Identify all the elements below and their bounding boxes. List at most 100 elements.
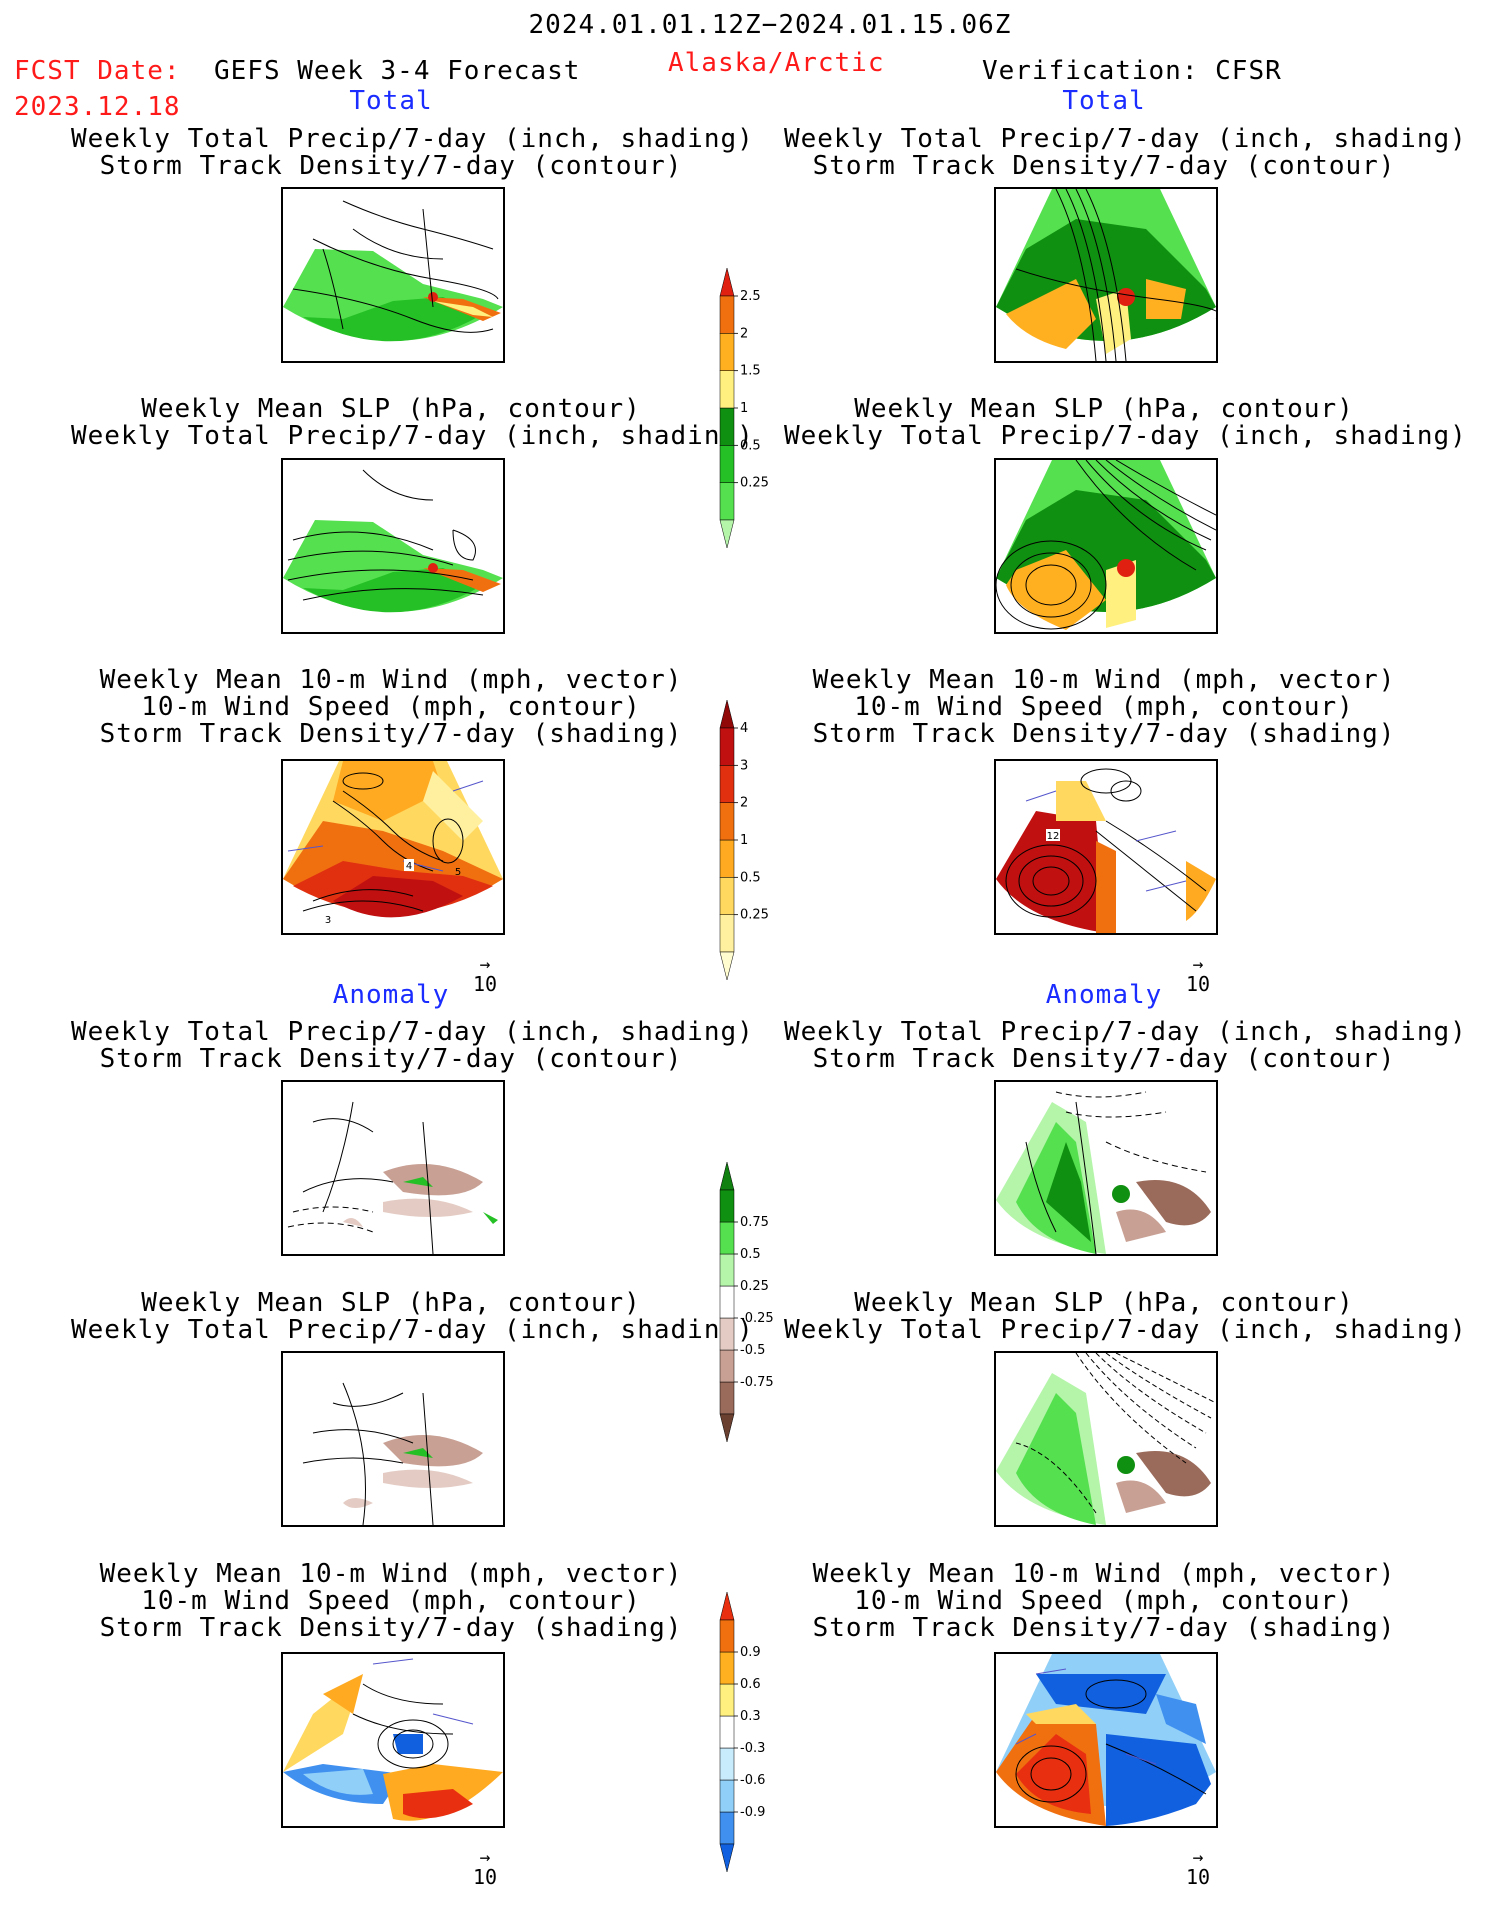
map-wind-storm-total-forecast: 4 5 3: [281, 759, 505, 935]
colorbar-tick-label: 3: [740, 758, 748, 773]
colorbar-tick-label: 0.9: [740, 1645, 761, 1660]
map-slp-precip-anomaly-forecast: [281, 1351, 505, 1527]
colorbar-segment: [719, 370, 735, 409]
colorbar-segment: [719, 1747, 735, 1781]
colorbar-tick-label: 0.5: [740, 870, 761, 885]
map-precip-storm-anomaly-verification: [994, 1080, 1218, 1256]
colorbar-segment: [719, 1779, 735, 1813]
panel-title: Weekly Total Precip/7-day (inch, shading…: [71, 124, 754, 181]
map-wind-storm-anomaly-verification: [994, 1652, 1218, 1828]
colorbar-tick-label: 4: [740, 721, 748, 736]
colorbar-tick-label: 0.6: [740, 1677, 761, 1692]
colorbar-segment: [719, 1317, 735, 1351]
section-anomaly-left: Anomaly: [332, 980, 450, 1010]
colorbar-tick-label: 1: [740, 833, 748, 848]
map-contour-labels: 4 5 3: [325, 859, 461, 926]
region-label: Alaska/Arctic: [668, 48, 885, 78]
colorbar-segment: [719, 1811, 735, 1845]
fcst-date-value: 2023.12.18: [14, 92, 181, 122]
colorbar-precip-anomaly: -0.75 -0.5 -0.25 0.25 0.5 0.75: [718, 1161, 798, 1443]
colorbar-tick-label: 0.25: [740, 1279, 769, 1294]
colorbar-tick-label: 2: [740, 796, 748, 811]
colorbar-tick-label: 0.25: [740, 476, 769, 491]
colorbar-tick-label: -0.9: [740, 1805, 765, 1820]
panel-title: Weekly Mean SLP (hPa, contour) Weekly To…: [784, 1288, 1467, 1345]
reference-vector: → 10: [1185, 954, 1211, 997]
panel-title: Weekly Mean 10-m Wind (mph, vector) 10-m…: [812, 1559, 1396, 1643]
panel-title: Weekly Total Precip/7-day (inch, shading…: [784, 1017, 1467, 1074]
colorbar-storm-total: 0.25 0.5 1 2 3 4: [718, 699, 798, 981]
reference-vector: → 10: [1185, 1847, 1211, 1890]
map-slp-precip-anomaly-verification: [994, 1351, 1218, 1527]
colorbar-segment: [719, 482, 735, 521]
colorbar-tip-bottom: [719, 519, 735, 549]
colorbar-segment: [719, 407, 735, 446]
panel-title: Weekly Mean 10-m Wind (mph, vector) 10-m…: [99, 665, 683, 749]
panel-title: Weekly Mean 10-m Wind (mph, vector) 10-m…: [812, 665, 1396, 749]
map-contour-label: 12: [1047, 831, 1060, 842]
colorbar-segment: [719, 802, 735, 841]
section-total-right: Total: [1062, 86, 1146, 116]
fcst-date-label: FCST Date:: [14, 56, 181, 86]
colorbar-segment: [719, 1619, 735, 1653]
colorbar-tick-label: -0.75: [740, 1375, 774, 1390]
colorbar-segment: [719, 1683, 735, 1717]
map-slp-precip-total-forecast: [281, 458, 505, 634]
colorbar-segment: [719, 877, 735, 915]
colorbar-tick-label: 0.25: [740, 908, 769, 923]
panel-title: Weekly Mean SLP (hPa, contour) Weekly To…: [71, 1288, 754, 1345]
colorbar-tick-label: -0.25: [740, 1311, 774, 1326]
panel-title: Weekly Mean SLP (hPa, contour) Weekly To…: [784, 394, 1467, 451]
verification-label: Verification: CFSR: [982, 56, 1282, 86]
colorbar-segment: [719, 1253, 735, 1287]
colorbar-segment: [719, 1715, 735, 1749]
colorbar-segment: [719, 295, 735, 334]
colorbar-segment: [719, 914, 735, 953]
colorbar-storm-anomaly: -0.9 -0.6 -0.3 0.3 0.6 0.9: [718, 1591, 798, 1873]
colorbar-segment: [719, 727, 735, 766]
colorbar-tip-bottom: [719, 951, 735, 981]
reference-vector: → 10: [472, 954, 498, 997]
map-wind-storm-total-verification: 12: [994, 759, 1218, 935]
colorbar-tip-bottom: [719, 1843, 735, 1873]
colorbar-segment: [719, 839, 735, 878]
colorbar-tip-top: [719, 1591, 735, 1621]
section-anomaly-right: Anomaly: [1045, 980, 1163, 1010]
colorbar-segment: [719, 1285, 735, 1319]
colorbar-segment: [719, 1221, 735, 1255]
colorbar-segment: [719, 1651, 735, 1685]
colorbar-tick-label: 1.5: [740, 364, 761, 379]
colorbar-tip-top: [719, 699, 735, 729]
panel-title: Weekly Total Precip/7-day (inch, shading…: [784, 124, 1467, 181]
colorbar-segment: [719, 333, 735, 371]
colorbar-tick-label: -0.5: [740, 1343, 765, 1358]
panel-title: Weekly Mean 10-m Wind (mph, vector) 10-m…: [99, 1559, 683, 1643]
colorbar-precip-total: 0.25 0.5 1 1.5 2 2.5: [718, 267, 798, 549]
colorbar-tip-top: [719, 267, 735, 297]
colorbar-tick-label: 0.5: [740, 1247, 761, 1262]
colorbar-segment: [719, 765, 735, 803]
panel-title: Weekly Mean SLP (hPa, contour) Weekly To…: [71, 394, 754, 451]
colorbar-tick-label: 2.5: [740, 289, 761, 304]
period-title: 2024.01.01.12Z−2024.01.15.06Z: [528, 10, 1012, 40]
colorbar-tip-bottom: [719, 1413, 735, 1443]
map-precip-storm-anomaly-forecast: [281, 1080, 505, 1256]
map-slp-precip-total-verification: [994, 458, 1218, 634]
section-total-left: Total: [349, 86, 433, 116]
colorbar-tick-label: 0.75: [740, 1215, 769, 1230]
forecast-name: GEFS Week 3-4 Forecast: [214, 56, 581, 86]
map-precip-storm-total-verification: [994, 187, 1218, 363]
colorbar-tick-label: 0.3: [740, 1709, 761, 1724]
map-wind-storm-anomaly-forecast: [281, 1652, 505, 1828]
colorbar-segment: [719, 1349, 735, 1383]
svg-text:5: 5: [455, 867, 461, 878]
reference-vector: → 10: [472, 1847, 498, 1890]
colorbar-segment: [719, 1189, 735, 1223]
panel-title: Weekly Total Precip/7-day (inch, shading…: [71, 1017, 754, 1074]
map-precip-storm-total-forecast: [281, 187, 505, 363]
svg-text:3: 3: [325, 915, 331, 926]
colorbar-tick-label: -0.3: [740, 1741, 765, 1756]
colorbar-tick-label: 2: [740, 326, 748, 341]
colorbar-tick-label: 0.5: [740, 438, 761, 453]
colorbar-segment: [719, 1381, 735, 1415]
